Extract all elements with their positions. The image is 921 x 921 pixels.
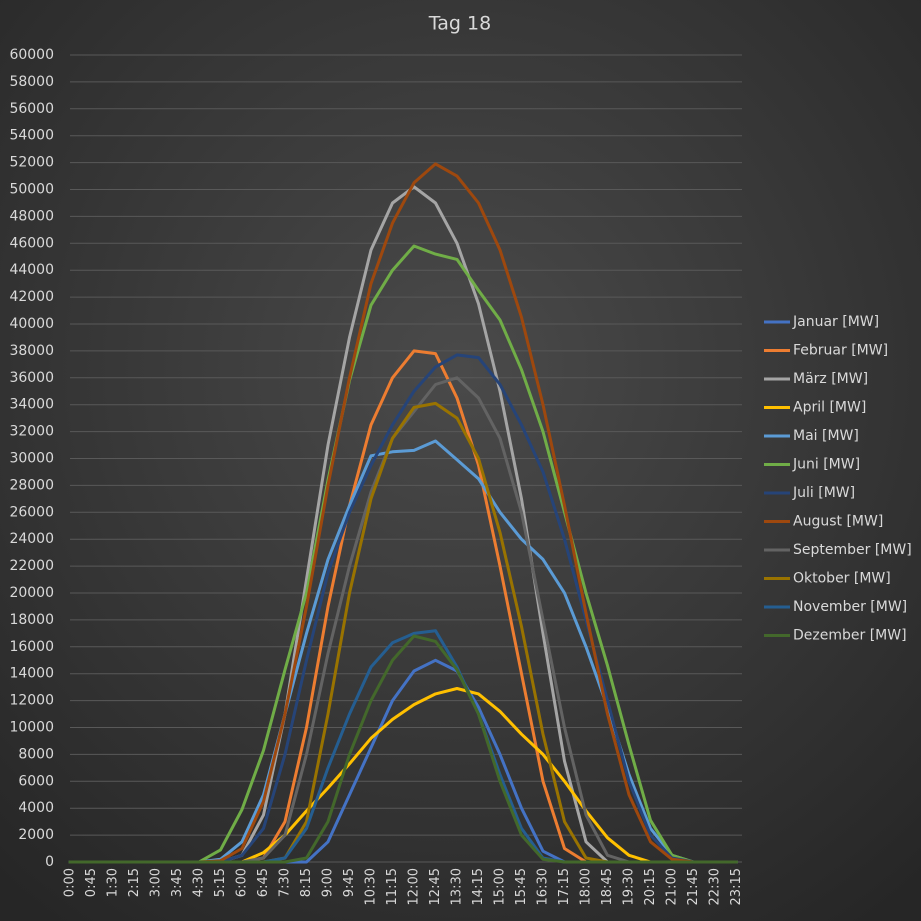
x-tick-label: 21:00: [665, 868, 680, 905]
y-tick-label: 4000: [18, 800, 54, 816]
x-tick-label: 22:30: [708, 868, 723, 905]
x-tick-label: 6:00: [235, 868, 250, 897]
y-tick-label: 14000: [9, 666, 54, 682]
legend-label: Juli [MW]: [792, 485, 855, 501]
x-tick-label: 19:30: [622, 868, 637, 905]
y-tick-label: 46000: [9, 235, 54, 251]
x-tick-label: 17:15: [557, 868, 572, 905]
legend-label: Dezember [MW]: [793, 628, 907, 644]
y-tick-label: 8000: [18, 746, 54, 762]
x-tick-label: 9:45: [342, 868, 357, 897]
x-tick-label: 8:15: [299, 868, 314, 897]
x-tick-label: 13:30: [450, 868, 465, 905]
x-tick-label: 18:00: [579, 868, 594, 905]
legend-label: August [MW]: [793, 514, 883, 530]
y-tick-label: 22000: [9, 558, 54, 574]
x-tick-label: 21:45: [686, 868, 701, 905]
y-tick-label: 40000: [9, 316, 54, 332]
x-tick-label: 23:15: [729, 868, 744, 905]
legend-label: Mai [MW]: [793, 428, 859, 444]
x-tick-label: 2:15: [127, 868, 142, 897]
x-tick-label: 15:00: [493, 868, 508, 905]
y-tick-label: 16000: [9, 639, 54, 655]
x-tick-label: 14:15: [471, 868, 486, 905]
y-tick-label: 38000: [9, 343, 54, 359]
x-tick-label: 4:30: [192, 868, 207, 897]
legend-label: Juni [MW]: [792, 457, 860, 473]
legend-label: März [MW]: [793, 371, 868, 387]
x-tick-label: 20:15: [643, 868, 658, 905]
y-tick-label: 2000: [18, 827, 54, 843]
x-tick-label: 18:45: [600, 868, 615, 905]
legend-label: September [MW]: [793, 542, 912, 558]
legend-label: Februar [MW]: [793, 343, 888, 359]
chart-title: Tag 18: [428, 13, 491, 35]
y-tick-label: 10000: [9, 720, 54, 736]
y-tick-label: 0: [45, 854, 54, 870]
x-tick-label: 1:30: [106, 868, 121, 897]
y-tick-label: 50000: [9, 182, 54, 198]
x-tick-label: 12:00: [407, 868, 422, 905]
legend-label: Oktober [MW]: [793, 571, 891, 587]
y-tick-label: 54000: [9, 128, 54, 144]
x-tick-label: 9:00: [321, 868, 336, 897]
x-tick-label: 6:45: [256, 868, 271, 897]
y-tick-label: 60000: [9, 47, 54, 63]
y-tick-label: 34000: [9, 397, 54, 413]
y-tick-label: 32000: [9, 424, 54, 440]
x-tick-label: 11:15: [385, 868, 400, 905]
y-tick-label: 58000: [9, 74, 54, 90]
x-tick-label: 15:45: [514, 868, 529, 905]
x-tick-label: 12:45: [428, 868, 443, 905]
y-tick-label: 42000: [9, 289, 54, 305]
x-tick-label: 7:30: [278, 868, 293, 897]
y-tick-label: 48000: [9, 208, 54, 224]
y-tick-label: 24000: [9, 531, 54, 547]
legend-label: November [MW]: [793, 599, 907, 615]
legend-label: April [MW]: [793, 400, 866, 416]
y-tick-label: 56000: [9, 101, 54, 117]
y-tick-label: 26000: [9, 504, 54, 520]
y-tick-label: 44000: [9, 262, 54, 278]
y-tick-label: 30000: [9, 451, 54, 467]
x-tick-label: 16:30: [536, 868, 551, 905]
x-tick-label: 0:45: [84, 868, 99, 897]
y-tick-label: 36000: [9, 370, 54, 386]
y-tick-label: 18000: [9, 612, 54, 628]
x-tick-label: 10:30: [364, 868, 379, 905]
x-tick-label: 0:00: [63, 868, 78, 897]
y-tick-label: 20000: [9, 585, 54, 601]
x-tick-label: 3:00: [149, 868, 164, 897]
series-line: [68, 634, 738, 864]
y-tick-label: 28000: [9, 477, 54, 493]
y-tick-label: 52000: [9, 155, 54, 171]
y-tick-label: 6000: [18, 773, 54, 789]
legend-label: Januar [MW]: [792, 314, 879, 330]
x-tick-label: 5:15: [213, 868, 228, 897]
x-tick-label: 3:45: [170, 868, 185, 897]
y-tick-label: 12000: [9, 693, 54, 709]
